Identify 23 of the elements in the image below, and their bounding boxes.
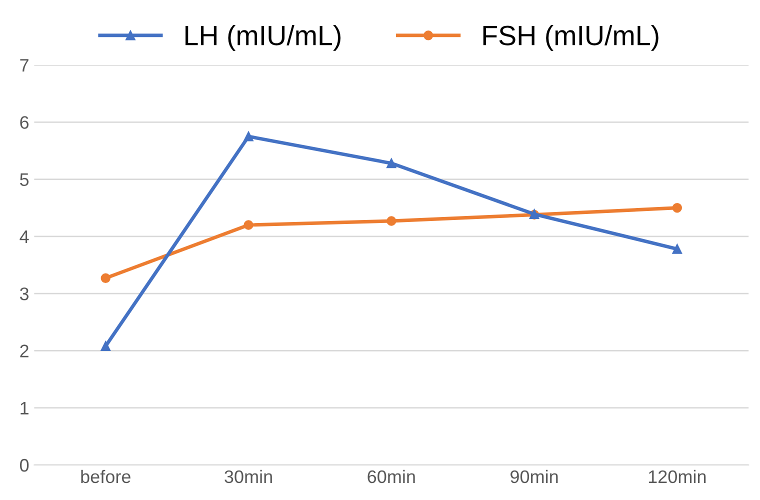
y-tick-label: 5: [20, 173, 29, 186]
x-tick-label: 60min: [368, 470, 415, 484]
x-tick-label: 120min: [648, 470, 706, 484]
y-tick-label: 2: [20, 344, 28, 358]
point: [244, 132, 254, 142]
y-tick-label: 3: [20, 288, 29, 300]
y-tick-label: 7: [20, 59, 28, 72]
x-tick-label: 30min: [224, 470, 272, 484]
x-tick-label: 90min: [510, 470, 558, 484]
point: [672, 202, 682, 213]
y-tick-label: 1: [20, 402, 28, 414]
legend-label: LH (mIU/mL): [186, 25, 340, 51]
y-tick-label: 6: [20, 116, 29, 129]
point: [100, 273, 110, 284]
point: [244, 220, 254, 230]
point: [100, 341, 110, 352]
point: [386, 216, 396, 226]
y-tick-label: 4: [20, 230, 29, 243]
x-tick-label: before: [81, 470, 130, 484]
point: [672, 244, 682, 254]
legend-label: FSH (mIU/mL): [483, 25, 658, 51]
point: [386, 158, 396, 168]
y-tick-label: 0: [20, 458, 29, 472]
